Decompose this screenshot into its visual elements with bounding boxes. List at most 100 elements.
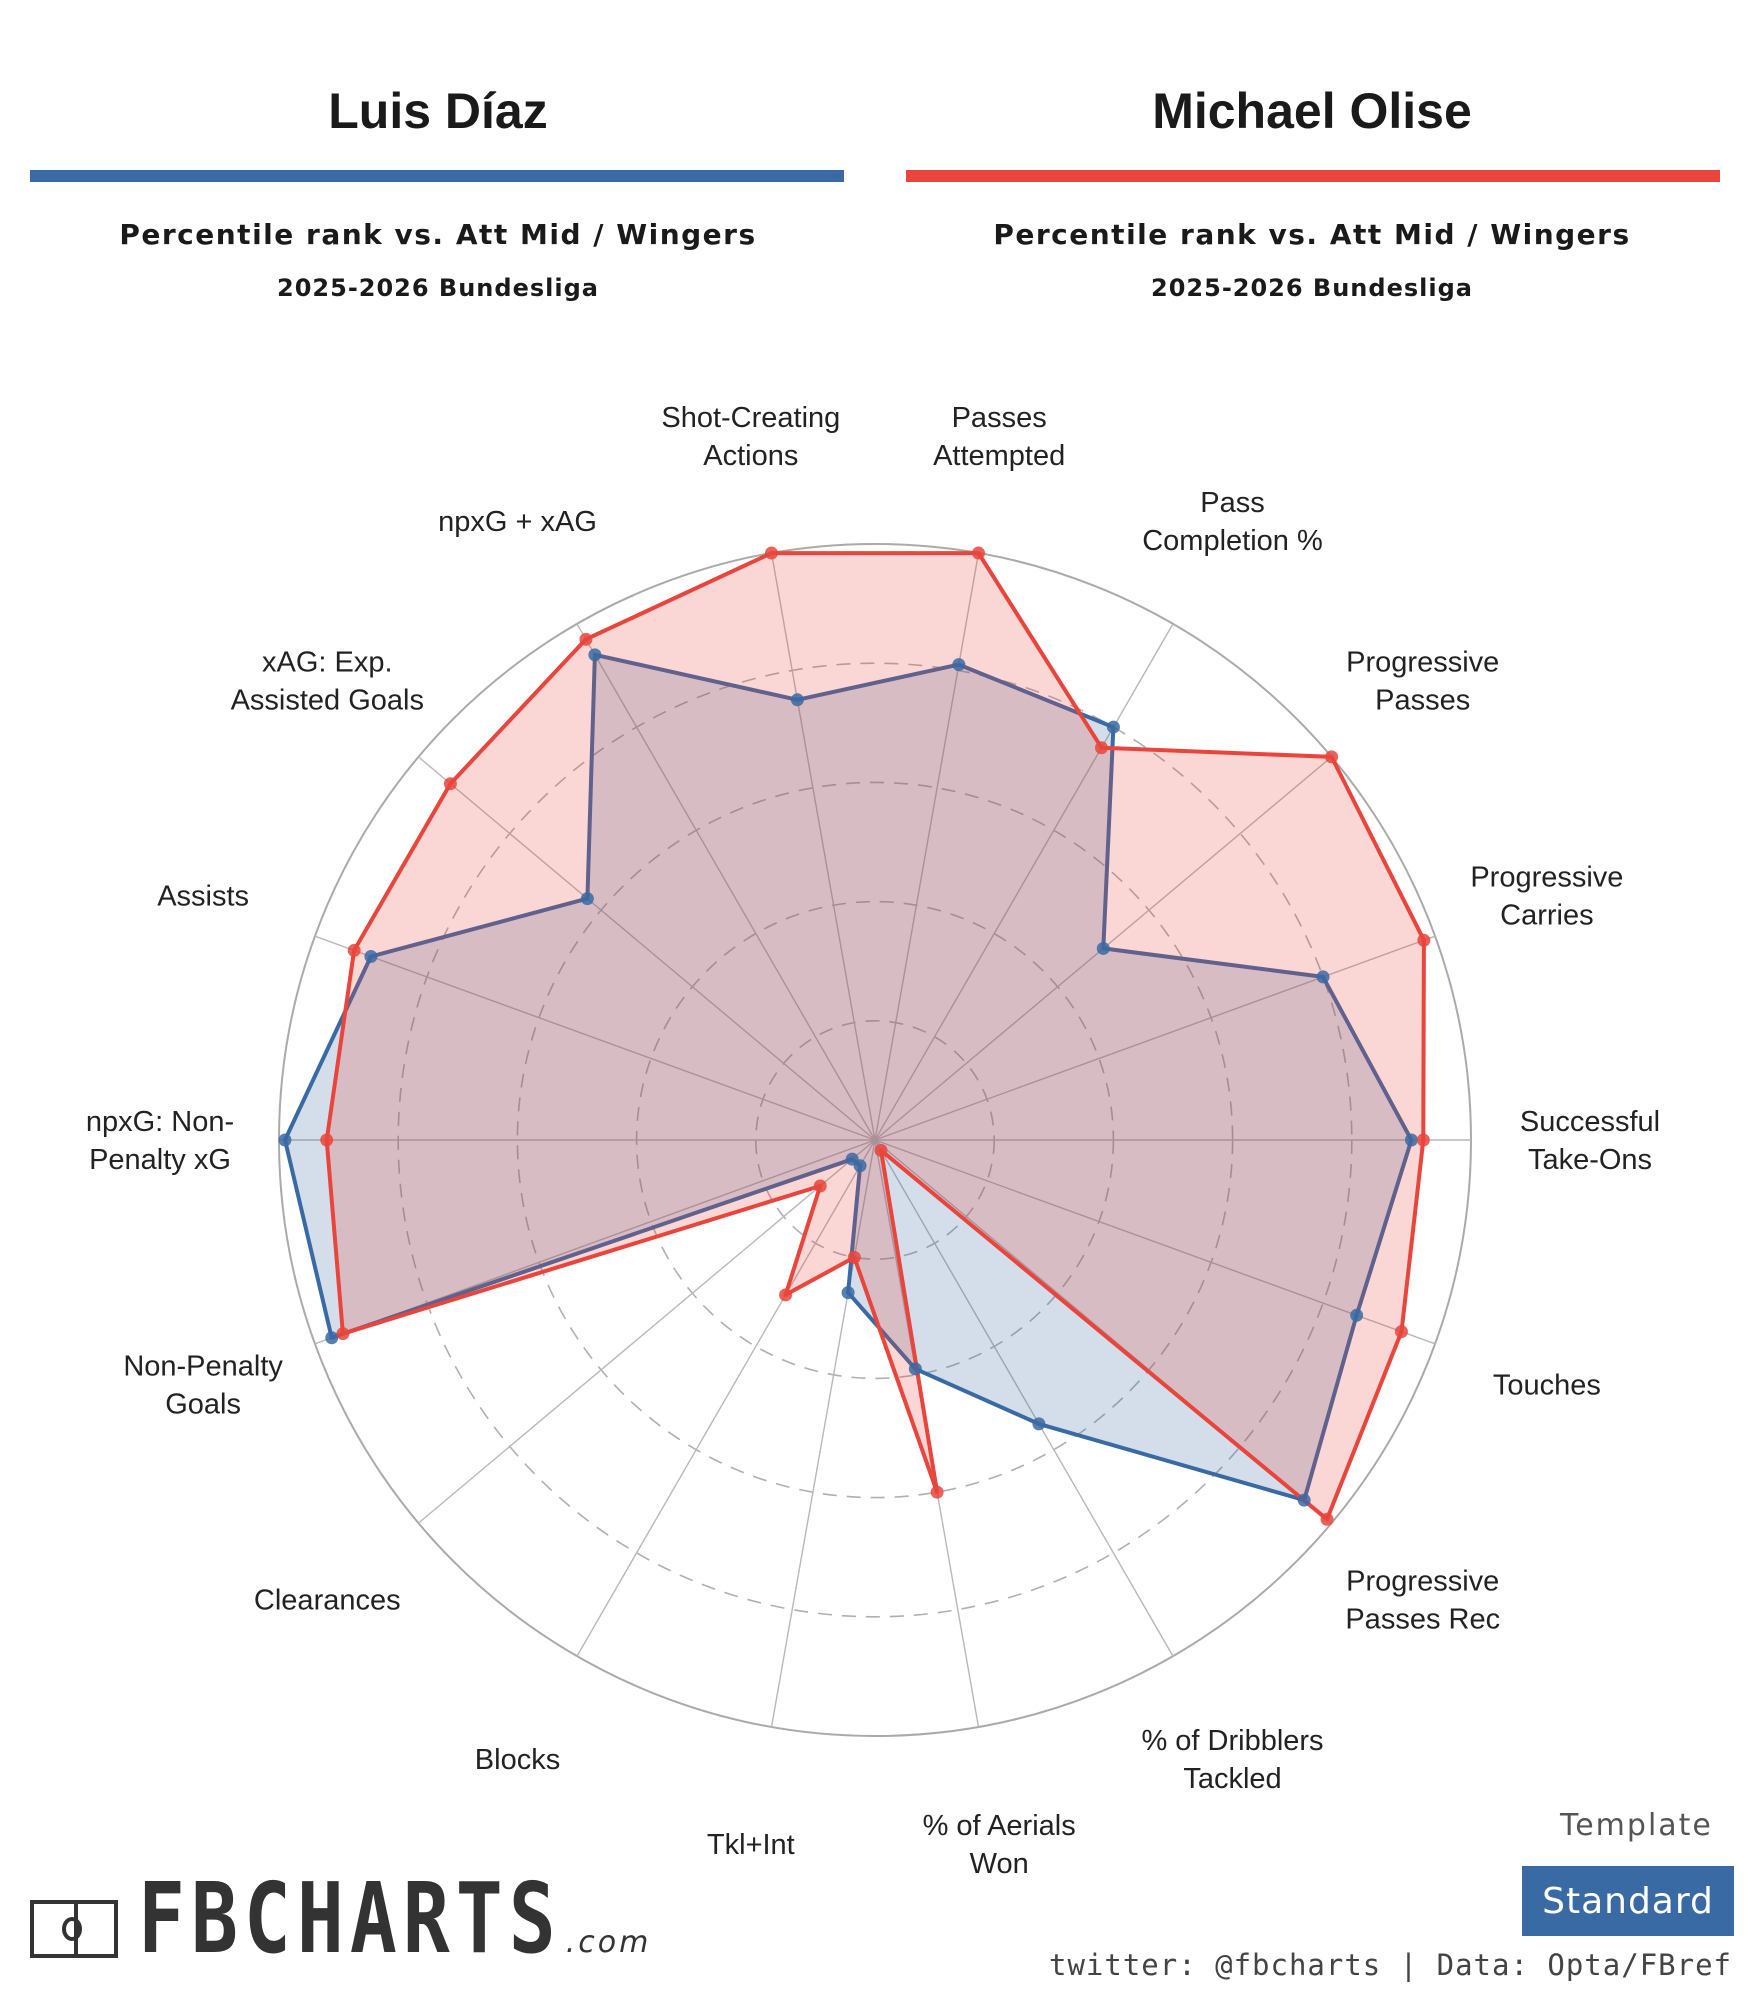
radar-spoke (770, 552, 876, 1141)
axis-label-line: Touches (1493, 1370, 1601, 1402)
axis-label-line: Non-Penalty (123, 1351, 283, 1383)
axis-label-line: Attempted (933, 440, 1065, 472)
data-point-michael-olise (1325, 750, 1339, 764)
axis-label-line: Take-Ons (1528, 1144, 1652, 1176)
template-label: Template (1560, 1808, 1713, 1843)
axis-label: Pass Completion % (1142, 487, 1323, 557)
data-point-luis-diaz (1404, 1133, 1418, 1147)
data-point-luis-diaz (952, 658, 966, 672)
data-point-michael-olise (779, 1288, 793, 1302)
axis-label-line: % of Aerials (923, 1810, 1076, 1842)
axis-label-line: Passes (952, 402, 1047, 434)
data-point-luis-diaz (325, 1331, 339, 1345)
data-point-michael-olise (874, 1143, 888, 1157)
axis-label-line: Pass (1200, 487, 1264, 519)
axis-label-line: Assists (157, 880, 249, 912)
data-point-michael-olise (847, 1250, 861, 1264)
axis-label-line: Completion % (1142, 525, 1323, 557)
axis-label-line: Actions (703, 440, 798, 472)
axis-label: Clearances (254, 1585, 401, 1617)
left-player-color-bar (30, 170, 844, 182)
axis-label-line: Goals (165, 1389, 241, 1421)
data-point-luis-diaz (364, 950, 378, 964)
radar-spoke (874, 935, 1436, 1141)
data-point-michael-olise (1417, 933, 1431, 947)
axis-label-line: Progressive (1470, 861, 1623, 893)
axis-label: Shot-Creating Actions (661, 402, 840, 472)
axis-label-line: Shot-Creating (661, 402, 840, 434)
data-point-luis-diaz (1032, 1417, 1046, 1431)
axis-label-line: Passes Rec (1345, 1604, 1500, 1636)
axis-label: Blocks (475, 1744, 560, 1776)
fbcharts-logo: FBCHARTS .com (30, 1871, 652, 1968)
radar-spoke (417, 1139, 876, 1524)
data-point-michael-olise (930, 1485, 944, 1499)
axis-label-line: Tkl+Int (707, 1829, 795, 1861)
axis-label: Passes Attempted (933, 402, 1065, 472)
data-point-michael-olise (443, 777, 457, 791)
logo-text: FBCHARTS (138, 1863, 562, 1976)
credit-line: twitter: @fbcharts | Data: Opta/FBref (1048, 1948, 1732, 1982)
logo-suffix: .com (565, 1925, 652, 1960)
axis-label: % of Dribblers Tackled (1141, 1725, 1323, 1795)
axis-label-line: xAG: Exp. (262, 646, 393, 678)
axis-label-line: Passes (1375, 684, 1470, 716)
data-point-luis-diaz (1096, 941, 1110, 955)
right-player-season: 2025-2026 Bundesliga (1151, 274, 1473, 302)
axis-label: npxG + xAG (438, 506, 597, 538)
axis-label: Assists (157, 880, 249, 912)
data-point-michael-olise (347, 943, 361, 957)
data-point-luis-diaz (1106, 720, 1120, 734)
axis-label-line: Blocks (475, 1744, 560, 1776)
data-point-michael-olise (320, 1133, 334, 1147)
data-point-luis-diaz (1316, 970, 1330, 984)
axis-label: Progressive Passes Rec (1345, 1566, 1500, 1636)
template-standard-button[interactable]: Standard (1522, 1866, 1734, 1936)
data-point-michael-olise (813, 1179, 827, 1193)
series-polygon-michael-olise (324, 551, 1426, 1522)
data-point-michael-olise (765, 546, 779, 560)
axis-label: Touches (1493, 1370, 1601, 1402)
axis-label: Non-Penalty Goals (123, 1351, 283, 1421)
axis-label-line: Clearances (254, 1585, 401, 1617)
axis-label: % of Aerials Won (923, 1810, 1076, 1880)
axis-label: Progressive Passes (1346, 646, 1499, 716)
radar-spoke (874, 623, 1174, 1141)
axis-label: Tkl+Int (707, 1829, 795, 1861)
axis-label-line: Progressive (1346, 646, 1499, 678)
radar-spoke (576, 1139, 876, 1657)
radar-axis-labels: Passes Attempted Pass Completion % Progressi… (86, 402, 1660, 1880)
radar-spoke (874, 552, 980, 1141)
axis-label-line: % of Dribblers (1141, 1725, 1323, 1757)
data-point-luis-diaz (845, 1152, 859, 1166)
axis-label-line: Assisted Goals (231, 684, 424, 716)
radar-spoke (874, 1139, 1174, 1657)
axis-label-line: Carries (1500, 899, 1593, 931)
axis-label-line: Won (970, 1848, 1029, 1880)
radar-series (278, 546, 1431, 1526)
radar-spoke (417, 756, 876, 1141)
data-point-luis-diaz (588, 648, 602, 662)
data-point-luis-diaz (1350, 1308, 1364, 1322)
data-point-michael-olise (1094, 741, 1108, 755)
axis-label: npxG: Non- Penalty xG (86, 1106, 234, 1176)
data-point-luis-diaz (790, 693, 804, 707)
pitch-icon (30, 1900, 118, 1958)
axis-label: Progressive Carries (1470, 861, 1623, 931)
radar-spoke (874, 1139, 1436, 1345)
axis-label-line: npxG + xAG (438, 506, 597, 538)
axis-label-line: Penalty xG (89, 1144, 231, 1176)
data-point-michael-olise (971, 546, 985, 560)
axis-label-line: Successful (1520, 1106, 1660, 1138)
right-player-subtitle: Percentile rank vs. Att Mid / Wingers (993, 218, 1631, 251)
data-point-michael-olise (1416, 1133, 1430, 1147)
radar-spoke (314, 935, 876, 1141)
axis-label: xAG: Exp. Assisted Goals (231, 646, 424, 716)
right-player-color-bar (906, 170, 1720, 182)
radar-spoke (770, 1139, 876, 1728)
left-player-subtitle: Percentile rank vs. Att Mid / Wingers (119, 218, 757, 251)
data-point-michael-olise (336, 1327, 350, 1341)
data-point-luis-diaz (1297, 1493, 1311, 1507)
axis-label-line: Progressive (1346, 1566, 1499, 1598)
